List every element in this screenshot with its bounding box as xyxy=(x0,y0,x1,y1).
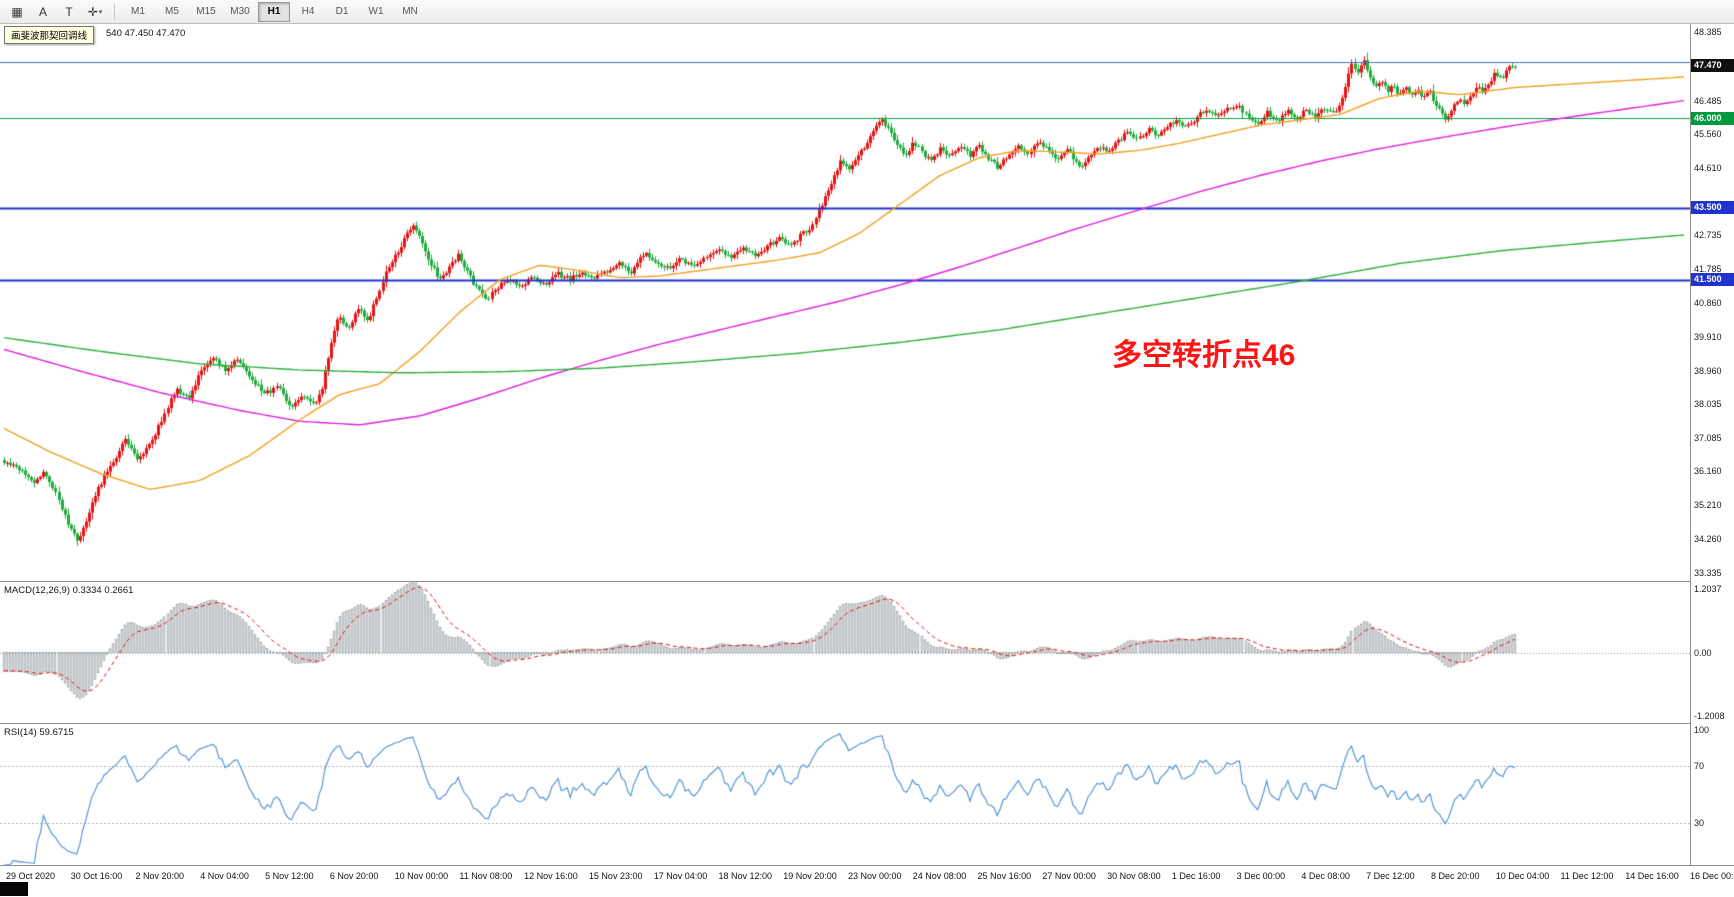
price-tick-label: 48.385 xyxy=(1694,27,1722,38)
time-tick-label: 25 Nov 16:00 xyxy=(977,871,1032,881)
macd-indicator-pane[interactable]: MACD(12,26,9) 0.3334 0.2661 xyxy=(0,581,1690,724)
time-tick-label: 18 Nov 12:00 xyxy=(718,871,773,881)
chart-window: 画斐波那契回调线 540 47.450 47.470 多空转折点46 MACD(… xyxy=(0,24,1734,897)
price-tick-label: 44.610 xyxy=(1694,162,1722,173)
time-tick-label: 29 Oct 2020 xyxy=(6,871,56,881)
price-pane[interactable]: 画斐波那契回调线 540 47.450 47.470 多空转折点46 xyxy=(0,24,1690,581)
time-tick-label: 12 Nov 16:00 xyxy=(524,871,578,881)
price-tick-label: 46.485 xyxy=(1694,95,1722,106)
time-tick-label: 10 Dec 04:00 xyxy=(1495,871,1550,881)
time-tick-label: 3 Dec 00:00 xyxy=(1236,871,1286,881)
time-tick-label: 27 Nov 00:00 xyxy=(1042,871,1096,881)
ohlc-info-text: 540 47.450 47.470 xyxy=(106,28,186,39)
annotate-a-button[interactable]: A xyxy=(38,4,47,19)
annotate-t-button[interactable]: T xyxy=(65,4,73,19)
time-tick-label: 17 Nov 04:00 xyxy=(653,871,708,881)
price-tick-label: 33.335 xyxy=(1694,567,1722,578)
time-tick-label: 11 Dec 12:00 xyxy=(1560,871,1614,881)
price-tick-label: 38.035 xyxy=(1694,398,1722,409)
timeframe-mn-button[interactable]: MN xyxy=(402,6,418,17)
time-tick-label: 19 Nov 20:00 xyxy=(783,871,837,881)
time-tick-label: 4 Dec 08:00 xyxy=(1301,871,1350,881)
time-tick-label: 16 Dec 00:00 xyxy=(1690,871,1734,881)
price-tick-label: 35.210 xyxy=(1694,500,1722,511)
rsi-70-label: 70 xyxy=(1694,761,1705,772)
toolbar-separator xyxy=(114,3,115,20)
price-scale[interactable]: 48.385 46.485 45.560 44.610 42.735 41.785 40.8… xyxy=(1690,24,1734,865)
timeframe-m1-button[interactable]: M1 xyxy=(131,6,145,17)
time-tick-label: 23 Nov 00:00 xyxy=(848,871,902,881)
drawing-tools-group: ▦ A T ✛ ▾ xyxy=(4,1,108,22)
time-tick-label: 30 Oct 16:00 xyxy=(70,871,123,881)
time-tick-label: 1 Dec 16:00 xyxy=(1171,871,1221,881)
time-tick-label: 5 Nov 12:00 xyxy=(265,871,314,881)
timeframe-m15-button[interactable]: M15 xyxy=(196,6,216,17)
macd-label: MACD(12,26,9) 0.3334 0.2661 xyxy=(4,585,134,596)
time-tick-label: 15 Nov 23:00 xyxy=(588,871,643,881)
bottom-left-artifact xyxy=(0,882,28,896)
time-tick-label: 24 Nov 08:00 xyxy=(912,871,967,881)
macd-min-label: -1.2008 xyxy=(1694,711,1725,721)
price-tick-label: 41.785 xyxy=(1694,264,1722,275)
timeframe-group: M1 M5 M15 M30 H1 H4 D1 W1 MN xyxy=(121,1,427,22)
price-tick-label: 36.160 xyxy=(1694,466,1722,477)
time-tick-label: 14 Dec 16:00 xyxy=(1625,871,1679,881)
macd-max-label: 1.2037 xyxy=(1694,584,1722,594)
price-tick-label: 38.960 xyxy=(1694,365,1722,376)
macd-canvas[interactable] xyxy=(0,582,1690,723)
price-tick-label: 45.560 xyxy=(1694,128,1722,139)
chart-grid-button[interactable]: ▦ xyxy=(11,4,23,19)
time-tick-label: 6 Nov 20:00 xyxy=(329,871,379,881)
price-tick-label: 39.910 xyxy=(1694,331,1722,342)
rsi-30-label: 30 xyxy=(1694,817,1705,828)
rsi-label: RSI(14) 59.6715 xyxy=(4,727,74,738)
draw-tools-button[interactable]: ✛ ▾ xyxy=(87,4,103,19)
dropdown-caret-icon: ▾ xyxy=(98,8,103,16)
timeframe-m5-button[interactable]: M5 xyxy=(165,6,179,17)
time-tick-label: 10 Nov 00:00 xyxy=(394,871,449,881)
time-tick-label: 8 Dec 20:00 xyxy=(1430,871,1480,881)
candlestick-chart-canvas[interactable] xyxy=(0,24,1690,581)
timeframe-w1-button[interactable]: W1 xyxy=(368,6,384,17)
toolbar: ▦ A T ✛ ▾ M1 M5 M15 M30 H1 H4 D1 W1 MN xyxy=(0,0,1734,24)
price-badge-43.500: 43.500 xyxy=(1691,201,1734,215)
rsi-max-label: 100 xyxy=(1694,725,1710,735)
price-tick-label: 40.860 xyxy=(1694,297,1722,308)
rsi-indicator-pane[interactable]: RSI(14) 59.6715 xyxy=(0,723,1690,866)
fibonacci-tool-tooltip: 画斐波那契回调线 xyxy=(4,26,95,44)
price-tick-label: 34.260 xyxy=(1694,534,1722,545)
price-tick-label: 37.085 xyxy=(1694,432,1722,443)
rsi-canvas[interactable] xyxy=(0,724,1690,865)
timeframe-h4-button[interactable]: H4 xyxy=(301,6,315,17)
timeframe-m30-button[interactable]: M30 xyxy=(230,6,250,17)
time-tick-label: 4 Nov 04:00 xyxy=(200,871,249,881)
price-badge-47.470: 47.470 xyxy=(1691,58,1734,72)
time-scale[interactable]: 29 Oct 2020 30 Oct 16:00 2 Nov 20:00 4 Nov … xyxy=(0,865,1734,897)
price-tick-label: 42.735 xyxy=(1694,230,1722,241)
time-tick-label: 7 Dec 12:00 xyxy=(1366,871,1415,881)
price-badge-46.000: 46.000 xyxy=(1691,111,1734,125)
chart-annotation-text: 多空转折点46 xyxy=(1112,339,1296,372)
macd-zero-label: 0.00 xyxy=(1694,647,1712,658)
timeframe-d1-button[interactable]: D1 xyxy=(335,6,349,17)
timeframe-h1-button[interactable]: H1 xyxy=(258,1,290,22)
price-badge-41.500: 41.500 xyxy=(1691,273,1734,287)
time-tick-label: 11 Nov 08:00 xyxy=(459,871,513,881)
time-tick-label: 2 Nov 20:00 xyxy=(135,871,185,881)
time-tick-label: 30 Nov 08:00 xyxy=(1107,871,1161,881)
